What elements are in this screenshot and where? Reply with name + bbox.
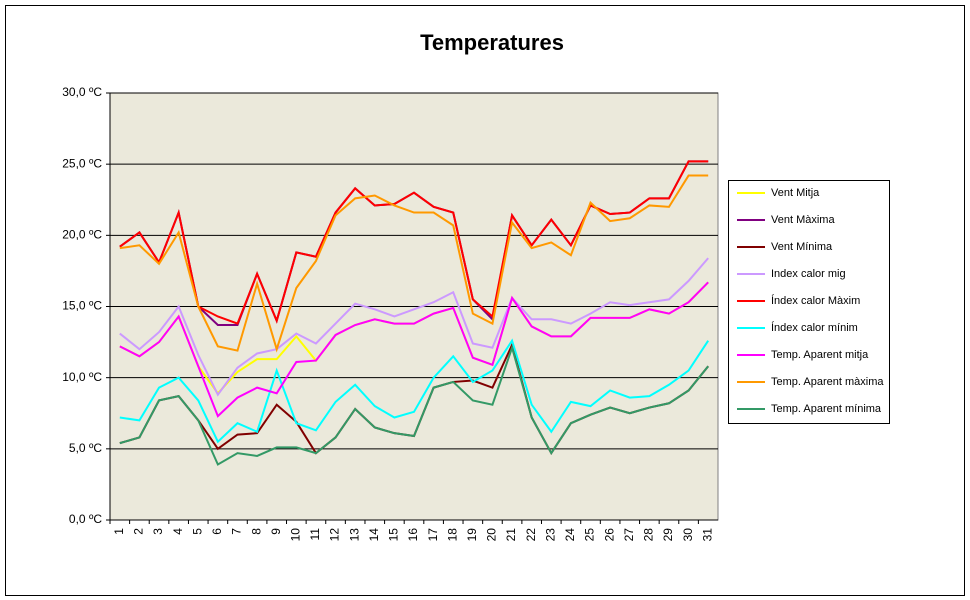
y-tick-label: 30,0 ºC [62,85,102,99]
x-tick-label: 18 [445,528,459,542]
x-tick-label: 24 [563,528,577,542]
x-tick-label: 3 [151,528,165,535]
legend: Vent Mitja Vent Màxima Vent Mínima Index ca… [737,187,884,415]
x-tick-label: 10 [288,528,302,542]
x-tick-label: 26 [602,528,616,542]
y-tick-label: 15,0 ºC [62,299,102,313]
legend-label: Vent Mitja [771,187,820,199]
x-tick-label: 23 [543,528,557,542]
series-line [119,160,709,325]
x-tick-label: 11 [308,528,322,541]
legend-label: Vent Màxima [771,214,835,226]
x-tick-label: 9 [269,528,283,535]
x-tick-label: 20 [485,528,499,542]
y-tick-label: 5,0 ºC [69,441,102,455]
x-tick-label: 15 [387,528,401,542]
x-tick-label: 7 [230,528,244,535]
x-tick-label: 31 [700,528,714,542]
x-tick-label: 21 [504,528,518,542]
legend-label: Índex calor Màxim [771,294,860,307]
x-tick-label: 27 [622,528,636,542]
series-line [119,344,709,466]
x-tick-label: 12 [328,528,342,542]
x-tick-label: 25 [583,528,597,542]
x-tick-label: 30 [681,528,695,542]
x-tick-label: 29 [661,528,675,542]
x-tick-label: 1 [112,528,126,535]
x-tick-label: 13 [347,528,361,542]
x-tick-label: 22 [524,528,538,542]
y-tick-label: 0,0 ºC [69,512,102,526]
legend-label: Temp. Aparent mínima [771,403,882,415]
legend-label: Index calor mig [771,268,846,280]
x-tick-label: 14 [367,528,381,542]
chart-title: Temperatures [420,30,564,55]
legend-label: Temp. Aparent màxima [771,376,884,388]
series-line [119,174,709,353]
legend-label: Vent Mínima [771,241,833,253]
y-tick-label: 10,0 ºC [62,370,102,384]
x-tick-label: 16 [406,528,420,542]
x-tick-label: 4 [171,528,185,535]
legend-label: Índex calor mínim [771,321,858,334]
y-tick-label: 25,0 ºC [62,156,102,170]
x-tick-label: 19 [465,528,479,542]
series-line [119,281,709,418]
x-tick-label: 28 [642,528,656,542]
y-tick-label: 20,0 ºC [62,228,102,242]
x-tick-label: 17 [426,528,440,542]
x-tick-label: 2 [132,528,146,535]
series-line [119,338,710,444]
legend-label: Temp. Aparent mitja [771,349,869,361]
x-tick-label: 6 [210,528,224,535]
series-line [119,257,709,397]
x-tick-label: 8 [249,528,263,535]
x-tick-label: 5 [190,528,204,535]
